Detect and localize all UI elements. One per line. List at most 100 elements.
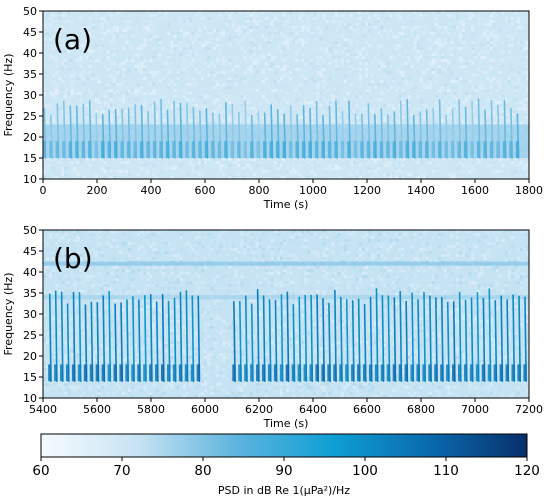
call-foot — [196, 364, 201, 382]
call-foot — [263, 141, 267, 158]
y-tick-label: 25 — [23, 329, 37, 342]
call-foot — [476, 141, 481, 158]
call-foot — [211, 141, 215, 158]
colorbar-label: PSD in dB Re 1(µPa²)/Hz — [218, 484, 350, 497]
spectrogram-a-y-axis-label: Frequency (Hz) — [2, 54, 15, 137]
call-foot — [321, 141, 325, 158]
call-foot — [334, 141, 338, 158]
call-foot — [131, 364, 135, 382]
call-foot — [357, 364, 361, 382]
spectrogram-a-plot — [43, 11, 529, 179]
y-tick-label: 40 — [23, 47, 37, 60]
y-tick-label: 25 — [23, 110, 37, 123]
call-foot — [166, 364, 171, 382]
spectrogram-calls — [43, 98, 520, 159]
call-foot — [360, 141, 364, 158]
call-foot — [339, 364, 343, 382]
call-foot — [340, 141, 345, 158]
call-foot — [321, 364, 325, 382]
call-foot — [515, 141, 520, 158]
call-foot — [366, 141, 371, 158]
call-foot — [161, 364, 165, 382]
call-foot — [149, 364, 153, 382]
call-foot — [224, 141, 228, 158]
x-tick-label: 5600 — [83, 403, 111, 416]
call-foot — [463, 141, 468, 158]
y-tick-label: 20 — [23, 350, 37, 363]
call-foot — [75, 141, 79, 158]
call-foot — [380, 364, 385, 382]
x-tick-label: 400 — [141, 184, 162, 197]
x-tick-label: 1600 — [461, 184, 489, 197]
call-foot — [412, 141, 416, 158]
call-foot — [155, 364, 159, 382]
call-foot — [107, 141, 111, 158]
call-foot — [392, 141, 397, 158]
call-foot — [398, 364, 403, 382]
call-foot — [487, 364, 492, 382]
call-foot — [410, 364, 414, 382]
call-foot — [125, 364, 129, 382]
y-tick-label: 35 — [23, 287, 37, 300]
call-foot — [434, 364, 438, 382]
call-foot — [256, 364, 260, 382]
call-foot — [244, 364, 248, 382]
call-foot — [185, 141, 189, 158]
call-foot — [190, 364, 195, 382]
colorbar-tick-label: 110 — [433, 463, 459, 479]
call-foot — [126, 141, 131, 158]
call-foot — [178, 141, 183, 158]
call-foot — [458, 364, 462, 382]
x-tick-label: 6200 — [245, 403, 273, 416]
call-foot — [422, 364, 426, 382]
call-foot — [291, 364, 296, 382]
call-foot — [77, 364, 82, 382]
call-foot — [282, 141, 286, 158]
call-foot — [493, 364, 498, 382]
x-tick-label: 7000 — [461, 403, 489, 416]
call-foot — [48, 364, 52, 382]
call-foot — [353, 141, 358, 158]
x-tick-label: 1200 — [353, 184, 381, 197]
call-foot — [523, 364, 527, 382]
call-foot — [475, 364, 480, 382]
call-foot — [49, 141, 53, 158]
call-foot — [178, 364, 183, 382]
y-tick-label: 15 — [23, 371, 37, 384]
call-foot — [511, 364, 515, 382]
colorbar-tick-label: 90 — [275, 463, 292, 479]
panel-b: 5400 5600 5800 6000 6200 6400 6600 6800 7000 7200… — [2, 224, 543, 430]
colorbar-tick-label: 120 — [514, 463, 540, 479]
colorbar-tick-label: 60 — [32, 463, 49, 479]
call-foot — [143, 364, 147, 382]
panel-b-label: (b) — [53, 242, 93, 275]
call-foot — [469, 364, 474, 382]
call-foot — [159, 141, 163, 158]
call-foot — [470, 141, 474, 158]
call-foot — [452, 364, 456, 382]
call-foot — [68, 141, 73, 158]
colorbar-tick-label: 100 — [352, 463, 378, 479]
call-foot — [204, 141, 209, 158]
call-foot — [55, 141, 60, 158]
call-foot — [457, 141, 461, 158]
colorbar-ticks: 60 70 80 90 100 110 120 — [32, 457, 540, 479]
call-foot — [309, 364, 313, 382]
x-tick-label: 6400 — [299, 403, 327, 416]
call-foot — [463, 364, 468, 382]
spectrogram-a-y-ticks: 10 15 20 25 30 35 40 45 50 — [23, 5, 43, 186]
colorbar-tick-label: 70 — [113, 463, 130, 479]
call-foot — [502, 141, 507, 158]
call-foot — [119, 364, 123, 382]
call-foot — [113, 364, 117, 382]
call-foot — [243, 141, 248, 158]
call-foot — [279, 364, 284, 382]
panel-a: 0 200 400 600 800 1000 1200 1400 1600 1800 10 15 20… — [2, 5, 543, 211]
call-foot — [114, 141, 118, 158]
x-tick-label: 6600 — [353, 403, 381, 416]
spectrogram-calls — [48, 288, 527, 383]
x-tick-label: 7200 — [515, 403, 543, 416]
colorbar: 60 70 80 90 100 110 120 PSD in dB Re 1(µPa²)/H… — [32, 433, 540, 497]
call-foot — [483, 141, 487, 158]
call-foot — [267, 364, 272, 382]
